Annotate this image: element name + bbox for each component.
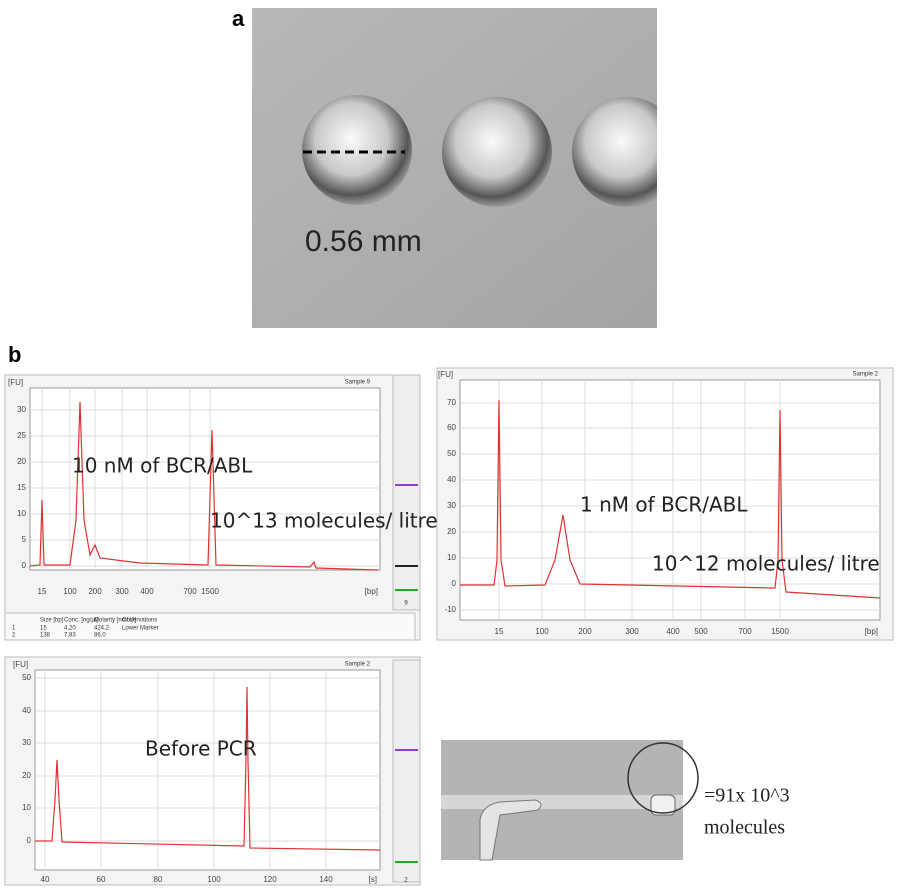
table-cell: 7.83 xyxy=(64,633,76,639)
side-label: 2 xyxy=(404,878,408,884)
y-tick-label: 10 xyxy=(447,553,456,562)
y-tick-label: 40 xyxy=(447,475,456,484)
y-tick-label: 15 xyxy=(17,483,26,492)
x-tick-label: 15 xyxy=(38,587,47,596)
droplet-label: molecules xyxy=(704,817,785,839)
sample-label: Sample 2 xyxy=(345,662,371,668)
table-cell: 1 xyxy=(12,626,16,632)
x-tick-label: 500 xyxy=(694,627,708,636)
y-tick-label: 50 xyxy=(447,449,456,458)
y-tick-label: 20 xyxy=(22,771,31,780)
x-tick-label: 400 xyxy=(140,587,154,596)
y-tick-label: 10 xyxy=(17,509,26,518)
y-tick-label: 25 xyxy=(17,431,26,440)
table-cell: 86.0 xyxy=(94,633,106,639)
x-tick-label: 400 xyxy=(666,627,680,636)
x-tick-label: 700 xyxy=(183,587,197,596)
x-tick-label: 300 xyxy=(625,627,639,636)
x-tick-label: 100 xyxy=(207,875,221,884)
side-label: 9 xyxy=(404,601,408,607)
x-unit: [bp] xyxy=(865,627,878,636)
x-tick-label: 200 xyxy=(88,587,102,596)
table-cell: 15 xyxy=(40,626,47,632)
y-tick-label: 60 xyxy=(447,423,456,432)
y-tick-label: 70 xyxy=(447,398,456,407)
trace xyxy=(460,399,881,599)
y-tick-label: 50 xyxy=(22,673,31,682)
table-cell: 4.20 xyxy=(64,626,76,632)
annotation: 1 nM of BCR/ABL xyxy=(580,493,748,517)
y-tick-label: 5 xyxy=(22,535,27,544)
x-tick-label: 100 xyxy=(63,587,77,596)
y-tick-label: 30 xyxy=(447,501,456,510)
x-tick-label: 40 xyxy=(41,875,50,884)
table-header: Observations xyxy=(122,618,157,624)
annotation: Before PCR xyxy=(145,737,257,761)
sample-label: Sample 2 xyxy=(853,372,879,378)
table-header: Size [bp] xyxy=(40,618,64,624)
x-tick-label: 200 xyxy=(578,627,592,636)
x-tick-label: 140 xyxy=(319,875,333,884)
x-tick-label: 100 xyxy=(535,627,549,636)
table-cell: 424.2 xyxy=(94,626,110,632)
droplet xyxy=(302,95,412,205)
x-tick-label: 120 xyxy=(263,875,277,884)
x-tick-label: 300 xyxy=(115,587,129,596)
x-tick-label: 1500 xyxy=(201,587,219,596)
table-cell: Lower Marker xyxy=(122,626,159,632)
y-tick-label: 40 xyxy=(22,706,31,715)
panel-label: b xyxy=(8,342,21,367)
table-cell: 138 xyxy=(40,633,51,639)
table-header: Molarity [nmol/l] xyxy=(94,618,136,624)
droplet-label: =91x 10^3 xyxy=(704,785,790,807)
y-tick-label: 30 xyxy=(22,738,31,747)
y-unit: [FU] xyxy=(8,378,23,387)
scale-label: 0.56 mm xyxy=(305,225,422,258)
droplet xyxy=(442,97,552,207)
table-cell: 2 xyxy=(12,633,16,639)
x-unit: [s] xyxy=(369,875,377,884)
y-tick-label: -10 xyxy=(444,605,456,614)
y-unit: [FU] xyxy=(13,660,28,669)
x-unit: [bp] xyxy=(365,587,378,596)
x-tick-label: 15 xyxy=(495,627,504,636)
y-tick-label: 30 xyxy=(17,405,26,414)
annotation: 10 nM of BCR/ABL xyxy=(72,454,253,478)
droplet xyxy=(572,97,682,207)
table-header: Conc. [ng/µl] xyxy=(64,618,98,624)
x-tick-label: 60 xyxy=(97,875,106,884)
x-tick-label: 80 xyxy=(154,875,163,884)
y-tick-label: 0 xyxy=(22,561,27,570)
plot-area xyxy=(34,669,381,871)
annotation: 10^12 molecules/ litre xyxy=(652,552,880,576)
panel-label: a xyxy=(232,6,245,31)
y-tick-label: 0 xyxy=(452,579,457,588)
y-unit: [FU] xyxy=(438,370,453,379)
trace xyxy=(29,401,379,571)
sample-label: Sample 9 xyxy=(345,380,371,386)
plot-area xyxy=(459,379,881,621)
y-tick-label: 20 xyxy=(447,527,456,536)
y-tick-label: 20 xyxy=(17,457,26,466)
x-tick-label: 1500 xyxy=(771,627,789,636)
y-tick-label: 0 xyxy=(27,836,32,845)
x-tick-label: 700 xyxy=(738,627,752,636)
annotation: 10^13 molecules/ litre xyxy=(210,509,438,533)
trace xyxy=(35,686,381,851)
y-tick-label: 10 xyxy=(22,803,31,812)
